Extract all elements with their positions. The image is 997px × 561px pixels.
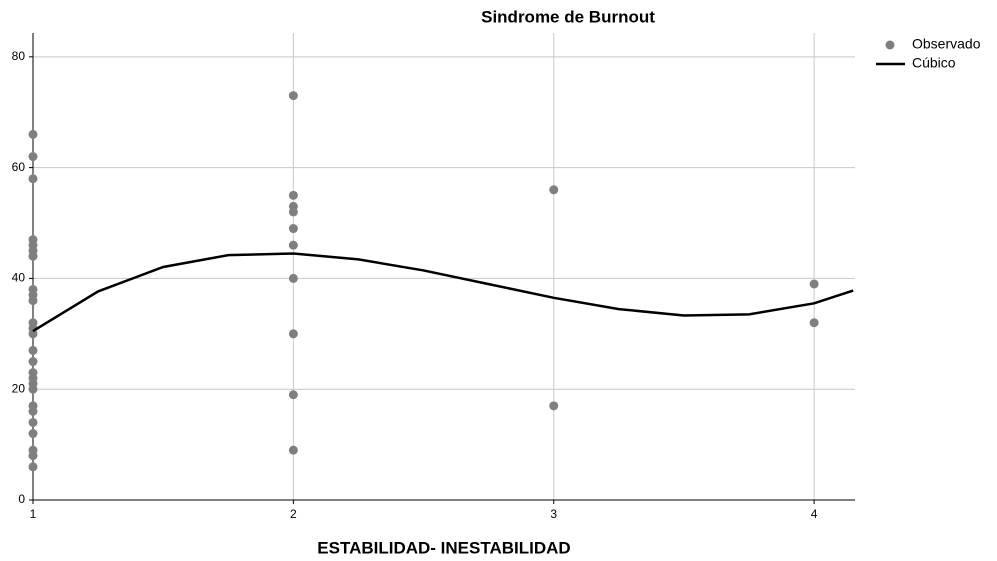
y-tick-label: 80 [12, 49, 26, 63]
legend-label: Observado [912, 36, 981, 52]
y-tick-label: 20 [12, 381, 26, 395]
point [288, 207, 298, 217]
point [28, 384, 38, 394]
point [288, 329, 298, 339]
fit-line [32, 252, 854, 333]
x-tick-label: 4 [811, 507, 818, 521]
point [549, 185, 559, 195]
y-tick-label: 0 [18, 492, 25, 506]
y-tick-label: 60 [12, 160, 26, 174]
chart-title: Sindrome de Burnout [481, 7, 655, 26]
point [28, 251, 38, 261]
point [288, 273, 298, 283]
point [809, 279, 819, 289]
point [549, 401, 559, 411]
point [288, 390, 298, 400]
point [28, 174, 38, 184]
point [28, 296, 38, 306]
x-tick-label: 2 [290, 507, 297, 521]
point [28, 129, 38, 139]
point [28, 357, 38, 367]
point [288, 91, 298, 101]
point [288, 445, 298, 455]
point [809, 318, 819, 328]
point [288, 240, 298, 250]
x-tick-label: 3 [550, 507, 557, 521]
point [28, 406, 38, 416]
y-tick-label: 40 [12, 271, 26, 285]
point [28, 152, 38, 162]
point [28, 417, 38, 427]
point [288, 224, 298, 234]
point [28, 429, 38, 439]
point [28, 462, 38, 472]
legend-label: Cúbico [912, 55, 956, 71]
point [288, 190, 298, 200]
point [28, 329, 38, 339]
point [28, 345, 38, 355]
x-axis-label: ESTABILIDAD- INESTABILIDAD [317, 538, 570, 557]
point [28, 451, 38, 461]
x-tick-label: 1 [30, 507, 37, 521]
legend-swatch [885, 40, 895, 50]
